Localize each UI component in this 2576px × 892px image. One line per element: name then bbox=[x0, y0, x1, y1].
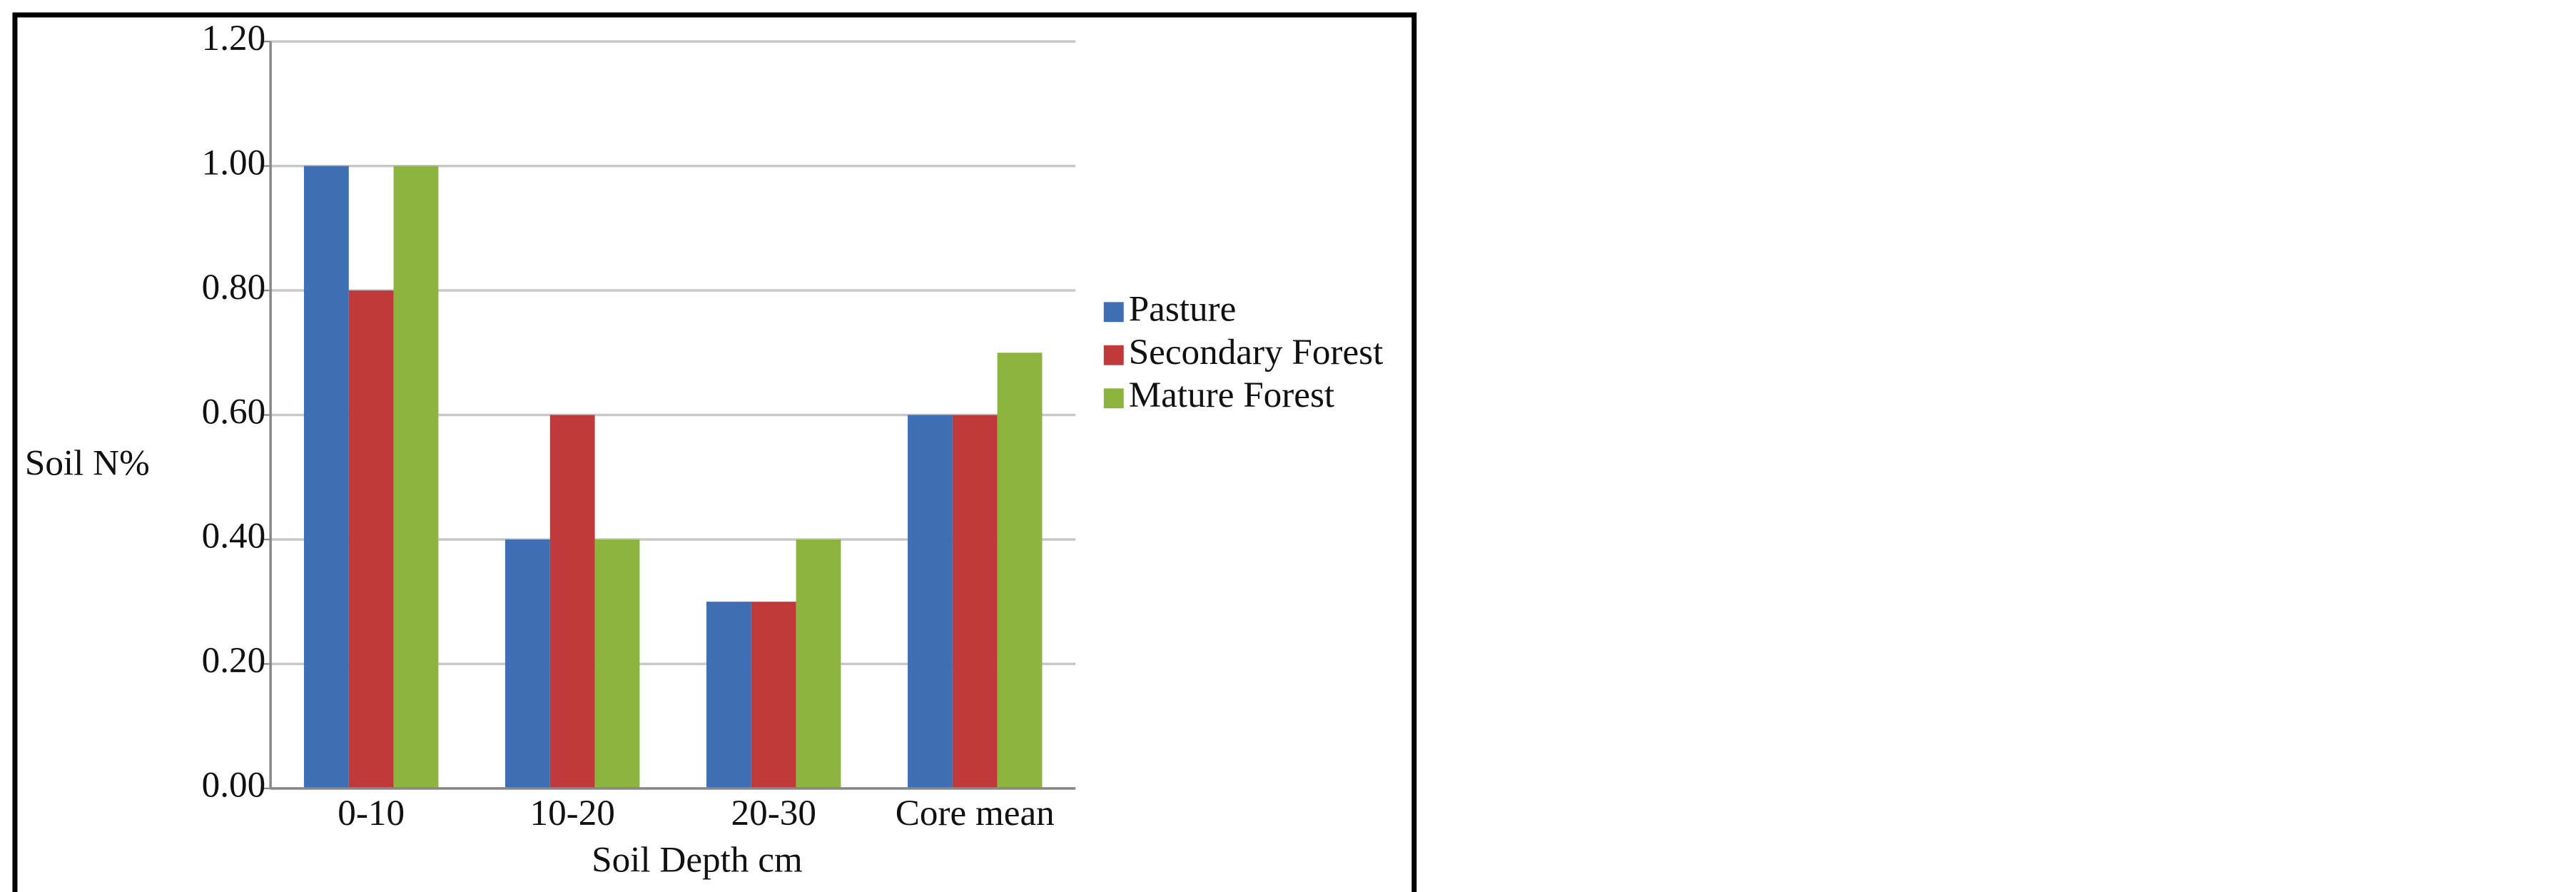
x-tick-label: Core mean bbox=[896, 793, 1055, 833]
y-axis-label: Soil N% bbox=[25, 442, 150, 483]
y-tick-label: 1.00 bbox=[202, 142, 266, 183]
legend-label: Pasture bbox=[1129, 288, 1237, 329]
legend-label: Secondary Forest bbox=[1129, 332, 1384, 372]
x-tick-label: 20-30 bbox=[731, 793, 816, 833]
y-tick-label: 0.60 bbox=[202, 391, 266, 432]
y-tick-label: 0.20 bbox=[202, 640, 266, 681]
bar bbox=[997, 353, 1043, 789]
bar bbox=[348, 290, 394, 789]
y-tick-label: 1.20 bbox=[202, 18, 266, 59]
x-axis-label: Soil Depth cm bbox=[592, 839, 803, 880]
bar bbox=[796, 539, 841, 789]
bar bbox=[303, 166, 349, 789]
x-tick-label: 0-10 bbox=[338, 793, 405, 833]
bar bbox=[706, 602, 751, 789]
y-tick-label: 0.40 bbox=[202, 516, 266, 557]
bar bbox=[908, 415, 953, 789]
bar bbox=[549, 415, 595, 789]
legend-swatch bbox=[1103, 302, 1124, 323]
x-tick-label: 10-20 bbox=[530, 793, 615, 833]
bar bbox=[751, 602, 796, 789]
bar bbox=[952, 415, 998, 789]
bar bbox=[594, 539, 640, 789]
legend-swatch bbox=[1103, 345, 1124, 365]
y-tick-label: 0.00 bbox=[202, 765, 266, 806]
legend-label: Mature Forest bbox=[1129, 375, 1334, 415]
bar bbox=[504, 539, 550, 789]
bar bbox=[393, 166, 439, 789]
y-tick-label: 0.80 bbox=[202, 267, 266, 308]
legend-swatch bbox=[1103, 388, 1124, 409]
